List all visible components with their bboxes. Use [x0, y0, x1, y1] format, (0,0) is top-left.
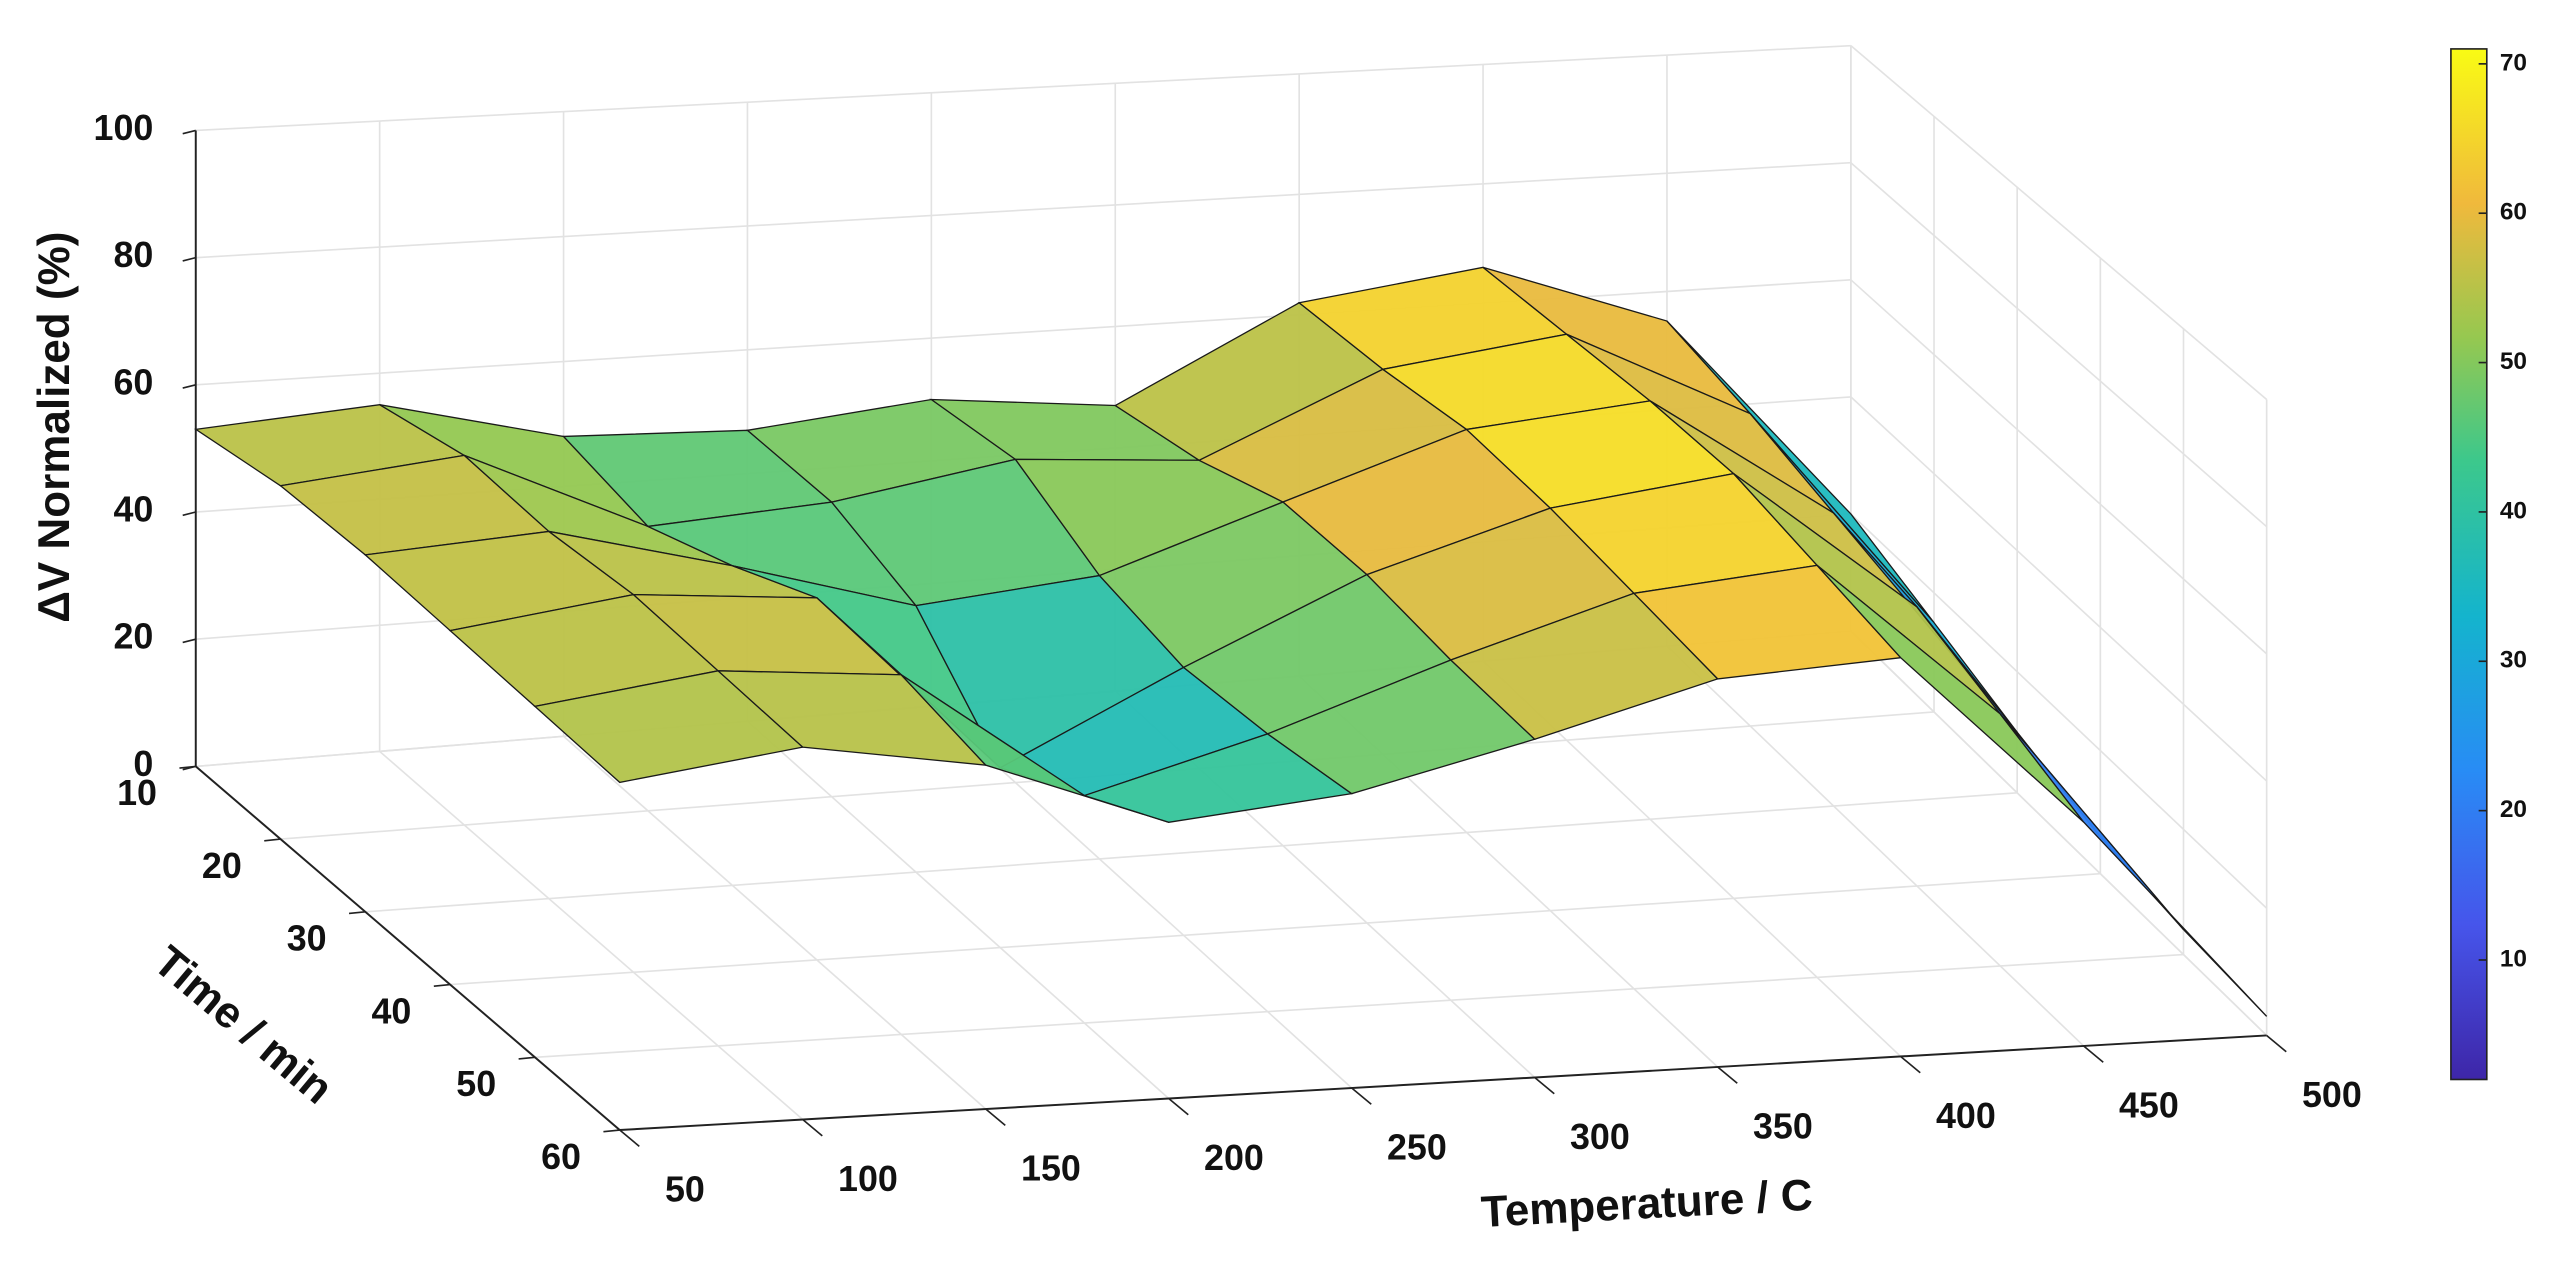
x-tick-label: 250: [1387, 1127, 1447, 1167]
colorbar-tick-label: 50: [2500, 348, 2527, 375]
z-tick: [182, 129, 196, 135]
y-tick: [179, 765, 196, 769]
x-tick-label: 50: [665, 1169, 705, 1209]
grid-line: [365, 791, 2018, 913]
x-tick: [1168, 1097, 1189, 1116]
x-tick-label: 150: [1021, 1148, 1081, 1188]
z-tick-label: 20: [113, 617, 153, 657]
grid-line: [1850, 513, 2268, 909]
y-tick-label: 40: [371, 991, 411, 1031]
z-tick: [182, 256, 196, 262]
colorbar-tick-label: 20: [2500, 796, 2527, 823]
y-axis-label: Time / min: [144, 937, 342, 1114]
x-tick-label: 200: [1204, 1138, 1264, 1178]
colorbar-tick-label: 10: [2500, 945, 2527, 972]
z-tick: [182, 384, 196, 389]
x-tick: [802, 1118, 823, 1137]
x-tick-label: 500: [2302, 1075, 2362, 1115]
y-tick: [264, 838, 281, 842]
y-tick-label: 30: [287, 919, 327, 959]
grid-line: [379, 750, 804, 1121]
y-tick-label: 60: [541, 1137, 581, 1177]
grid-line: [450, 872, 2101, 986]
grid-line: [746, 720, 1170, 1100]
x-tick: [2083, 1045, 2104, 1063]
x-tick-label: 400: [1936, 1096, 1996, 1136]
x-tick: [1717, 1066, 1738, 1084]
grid-line: [1850, 162, 2268, 528]
axis-line: [619, 1034, 2267, 1132]
z-tick-label: 0: [133, 744, 153, 784]
grid-line: [1850, 279, 2268, 655]
y-tick-label: 50: [456, 1064, 496, 1104]
x-tick: [2266, 1034, 2287, 1053]
x-tick: [1534, 1076, 1555, 1095]
grid-line: [1850, 45, 2268, 401]
x-tick-label: 100: [838, 1159, 898, 1199]
surface-cell: [1816, 564, 2085, 823]
colorbar-tick-label: 60: [2500, 199, 2527, 226]
y-tick: [348, 911, 366, 915]
z-tick: [182, 638, 196, 644]
x-tick-label: 300: [1570, 1117, 1630, 1157]
x-tick: [1900, 1055, 1921, 1074]
colorbar-tick-label: 40: [2500, 497, 2527, 524]
colorbar-tick-label: 30: [2500, 647, 2527, 674]
grid-line: [1850, 630, 2268, 1037]
grid-line: [563, 735, 987, 1110]
z-tick-label: 40: [113, 489, 153, 529]
grid-line: [1850, 396, 2268, 782]
x-tick-label: 350: [1753, 1106, 1813, 1146]
surface: [193, 266, 2268, 1017]
y-tick: [518, 1056, 536, 1060]
z-axis-label: ΔV Normalized (%): [30, 232, 79, 623]
grid-line: [195, 44, 1851, 132]
colorbar-tick-label: 70: [2500, 49, 2527, 76]
grid-line: [195, 161, 1851, 259]
grid-line: [534, 953, 2184, 1059]
x-tick: [1351, 1087, 1372, 1105]
colorbar-scale: [2450, 48, 2488, 1081]
x-axis-label: Temperature / C: [1480, 1171, 1814, 1237]
surface-cell: [1999, 713, 2268, 1017]
z-tick-label: 100: [94, 108, 154, 148]
y-tick: [433, 983, 451, 988]
z-tick: [182, 511, 196, 517]
x-tick: [619, 1129, 640, 1147]
z-tick-label: 80: [113, 235, 153, 275]
y-tick-label: 20: [202, 846, 242, 886]
y-tick: [603, 1129, 620, 1133]
colorbar: 10 20 30 40 50 60 70: [2450, 48, 2527, 1081]
z-tick-label: 60: [113, 362, 153, 402]
x-tick-label: 450: [2119, 1085, 2179, 1125]
x-tick: [985, 1108, 1006, 1126]
axis-line: [195, 765, 621, 1131]
y-tick-label: 10: [117, 773, 157, 813]
grid-line: [1666, 645, 2085, 1047]
axes: 0 20 40 60 80 100 10 20 30 40 50 60 50 100 150 200 250 30…: [94, 108, 2362, 1210]
